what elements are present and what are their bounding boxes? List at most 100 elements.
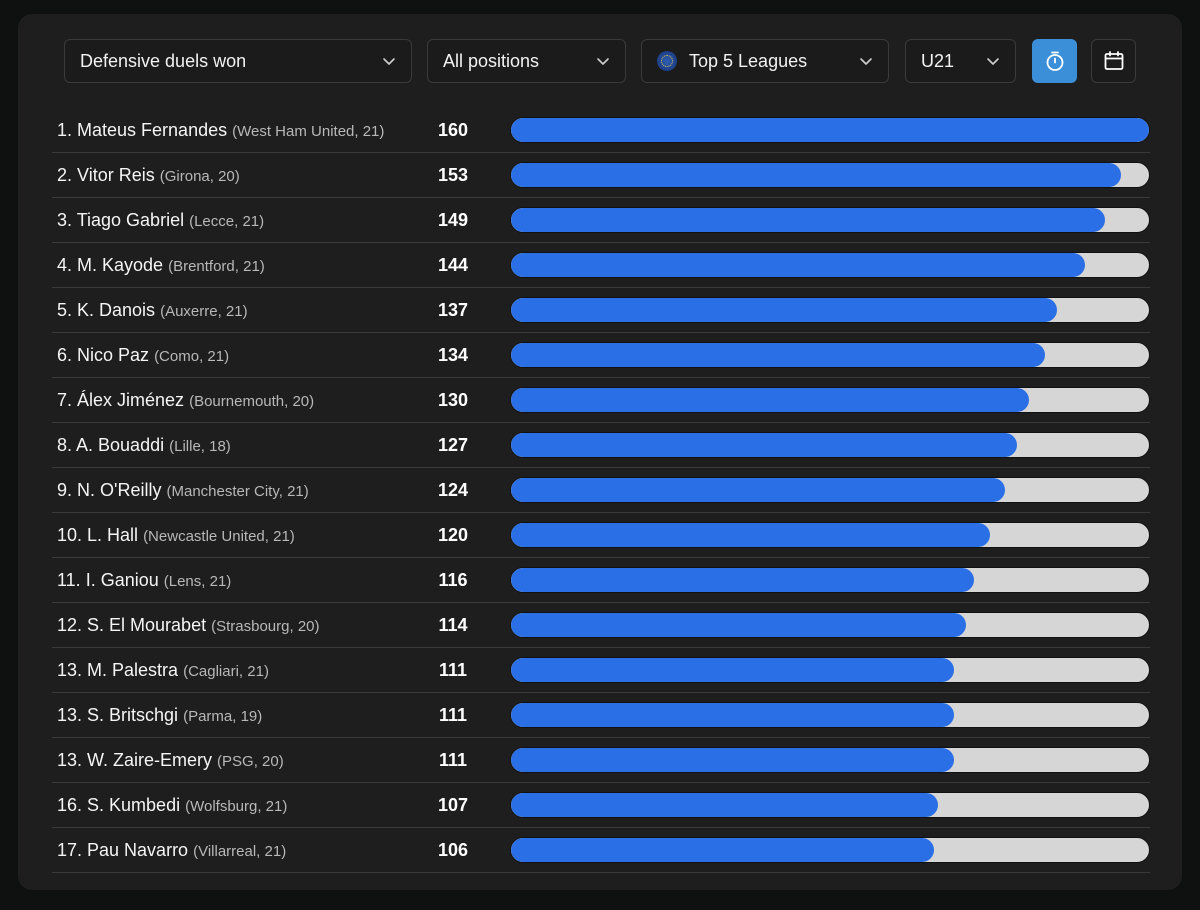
bar-fill <box>511 748 954 772</box>
player-value: 111 <box>438 705 468 725</box>
list-item[interactable]: 7. Álex Jiménez (Bournemouth, 20) 130 <box>52 378 1150 423</box>
age-dropdown[interactable]: U21 <box>905 39 1016 83</box>
list-item[interactable]: 12. S. El Mourabet (Strasbourg, 20) 114 <box>52 603 1150 648</box>
player-value: 130 <box>437 390 469 410</box>
bar-fill <box>511 478 1006 502</box>
player-name: 1. Mateus Fernandes (West Ham United, 21… <box>57 108 384 154</box>
player-club-age: (Girona, 20) <box>159 168 240 185</box>
bar-track <box>510 207 1150 233</box>
player-name: 16. S. Kumbedi (Wolfsburg, 21) <box>57 783 287 829</box>
player-name: 6. Nico Paz (Como, 21) <box>57 333 229 379</box>
list-item[interactable]: 2. Vitor Reis (Girona, 20) 153 <box>52 153 1150 198</box>
player-value: 107 <box>437 795 469 815</box>
list-item[interactable]: 13. W. Zaire-Emery (PSG, 20) 111 <box>52 738 1150 783</box>
player-rank-name: 6. Nico Paz <box>57 345 150 365</box>
player-name: 10. L. Hall (Newcastle United, 21) <box>57 513 295 559</box>
bar-fill <box>511 118 1149 142</box>
list-item[interactable]: 9. N. O'Reilly (Manchester City, 21) 124 <box>52 468 1150 513</box>
player-value: 120 <box>437 525 469 545</box>
player-club-age: (Lens, 21) <box>163 573 232 590</box>
chevron-down-icon <box>860 58 872 65</box>
competition-dropdown[interactable]: Top 5 Leagues <box>641 39 889 83</box>
player-rank-name: 4. M. Kayode <box>57 255 164 275</box>
bar-track <box>510 612 1150 638</box>
list-item[interactable]: 10. L. Hall (Newcastle United, 21) 120 <box>52 513 1150 558</box>
player-rank-name: 10. L. Hall <box>57 525 139 545</box>
player-name: 2. Vitor Reis (Girona, 20) <box>57 153 240 199</box>
position-dropdown[interactable]: All positions <box>427 39 626 83</box>
bar-fill <box>511 568 974 592</box>
bar-fill <box>511 658 954 682</box>
player-value: 111 <box>438 660 468 680</box>
ranking-list: 1. Mateus Fernandes (West Ham United, 21… <box>52 108 1150 873</box>
list-item[interactable]: 6. Nico Paz (Como, 21) 134 <box>52 333 1150 378</box>
player-rank-name: 11. I. Ganiou <box>57 570 159 590</box>
player-value: 114 <box>438 615 468 635</box>
calendar-icon <box>1104 51 1123 70</box>
player-value: 127 <box>437 435 469 455</box>
player-value: 137 <box>437 300 469 320</box>
player-club-age: (Manchester City, 21) <box>166 483 309 500</box>
player-value: 116 <box>438 570 468 590</box>
age-dropdown-label: U21 <box>921 50 955 71</box>
chevron-down-icon <box>383 58 395 65</box>
list-item[interactable]: 13. M. Palestra (Cagliari, 21) 111 <box>52 648 1150 693</box>
bar-fill <box>511 838 934 862</box>
bar-fill <box>511 343 1046 367</box>
player-name: 13. S. Britschgi (Parma, 19) <box>57 693 262 739</box>
player-rank-name: 9. N. O'Reilly <box>57 480 162 500</box>
player-name: 4. M. Kayode (Brentford, 21) <box>57 243 265 289</box>
bar-fill <box>511 793 938 817</box>
season-calendar-button[interactable] <box>1091 39 1136 83</box>
list-item[interactable]: 17. Pau Navarro (Villarreal, 21) 106 <box>52 828 1150 873</box>
player-rank-name: 5. K. Danois <box>57 300 156 320</box>
player-name: 13. M. Palestra (Cagliari, 21) <box>57 648 269 694</box>
bar-fill <box>511 388 1030 412</box>
player-name: 9. N. O'Reilly (Manchester City, 21) <box>57 468 309 514</box>
player-club-age: (Lecce, 21) <box>189 213 265 230</box>
metric-dropdown[interactable]: Defensive duels won <box>64 39 412 83</box>
bar-fill <box>511 523 990 547</box>
player-club-age: (Auxerre, 21) <box>160 303 248 320</box>
bar-track <box>510 117 1150 143</box>
chevron-down-icon <box>597 58 609 65</box>
list-item[interactable]: 3. Tiago Gabriel (Lecce, 21) 149 <box>52 198 1150 243</box>
player-rank-name: 13. S. Britschgi <box>57 705 179 725</box>
list-item[interactable]: 4. M. Kayode (Brentford, 21) 144 <box>52 243 1150 288</box>
bar-track <box>510 477 1150 503</box>
per90-timer-button[interactable] <box>1032 39 1077 83</box>
player-name: 3. Tiago Gabriel (Lecce, 21) <box>57 198 264 244</box>
bar-track <box>510 747 1150 773</box>
player-value: 111 <box>438 750 468 770</box>
player-value: 149 <box>437 210 469 230</box>
player-club-age: (Parma, 19) <box>183 708 263 725</box>
bar-track <box>510 657 1150 683</box>
leaderboard-panel: Defensive duels won All positions Top 5 … <box>18 14 1182 890</box>
list-item[interactable]: 13. S. Britschgi (Parma, 19) 111 <box>52 693 1150 738</box>
player-rank-name: 7. Álex Jiménez <box>57 390 185 410</box>
player-rank-name: 2. Vitor Reis <box>57 165 155 185</box>
player-name: 5. K. Danois (Auxerre, 21) <box>57 288 248 334</box>
player-value: 144 <box>437 255 469 275</box>
list-item[interactable]: 8. A. Bouaddi (Lille, 18) 127 <box>52 423 1150 468</box>
player-club-age: (Newcastle United, 21) <box>143 528 295 545</box>
player-club-age: (West Ham United, 21) <box>232 123 385 140</box>
bar-track <box>510 162 1150 188</box>
player-name: 13. W. Zaire-Emery (PSG, 20) <box>57 738 284 784</box>
player-rank-name: 1. Mateus Fernandes <box>57 120 228 140</box>
bar-fill <box>511 703 954 727</box>
player-club-age: (Cagliari, 21) <box>183 663 269 680</box>
list-item[interactable]: 16. S. Kumbedi (Wolfsburg, 21) 107 <box>52 783 1150 828</box>
list-item[interactable]: 1. Mateus Fernandes (West Ham United, 21… <box>52 108 1150 153</box>
bar-track <box>510 792 1150 818</box>
bar-fill <box>511 253 1086 277</box>
position-dropdown-label: All positions <box>443 50 540 71</box>
list-item[interactable]: 11. I. Ganiou (Lens, 21) 116 <box>52 558 1150 603</box>
list-item[interactable]: 5. K. Danois (Auxerre, 21) 137 <box>52 288 1150 333</box>
bar-fill <box>511 163 1122 187</box>
bar-track <box>510 432 1150 458</box>
player-value: 160 <box>437 120 469 140</box>
bar-track <box>510 297 1150 323</box>
player-value: 106 <box>437 840 469 860</box>
player-club-age: (Brentford, 21) <box>168 258 265 275</box>
